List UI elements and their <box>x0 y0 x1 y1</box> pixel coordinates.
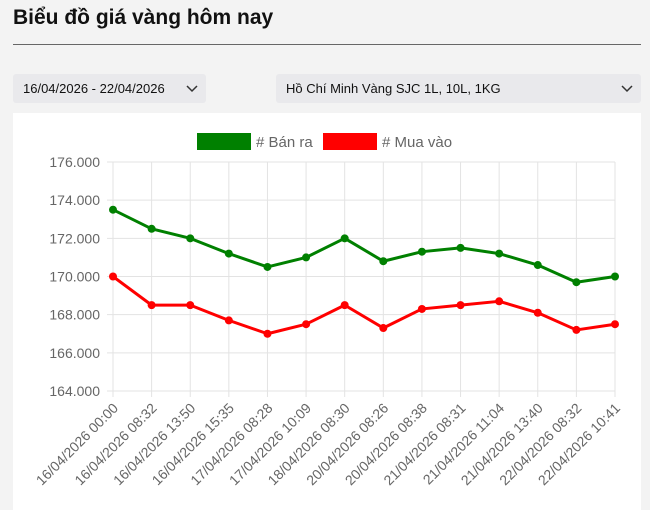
page-title: Biểu đồ giá vàng hôm nay <box>13 6 274 29</box>
y-tick-label: 176.000 <box>49 154 100 170</box>
data-point <box>572 325 581 334</box>
legend-swatch <box>323 133 377 150</box>
date-range-select[interactable]: 16/04/2026 - 22/04/2026 <box>13 74 206 103</box>
y-tick-label: 168.000 <box>49 307 100 323</box>
data-point <box>456 243 465 252</box>
data-point <box>186 301 195 310</box>
data-point <box>302 253 311 262</box>
y-tick-label: 174.000 <box>49 192 100 208</box>
data-point <box>495 297 504 306</box>
data-point <box>379 257 388 266</box>
data-point <box>147 224 156 233</box>
title-divider <box>13 44 641 45</box>
legend-label: # Bán ra <box>256 134 313 151</box>
chart-panel: 164.000 166.000 168.000 170.000 172.000 174.0… <box>13 113 641 510</box>
data-point <box>340 234 349 243</box>
data-point <box>147 301 156 310</box>
data-point <box>263 262 272 271</box>
price-line-chart: 164.000 166.000 168.000 170.000 172.000 174.0… <box>33 133 623 488</box>
data-point <box>533 308 542 317</box>
data-point <box>572 278 581 287</box>
data-point <box>186 234 195 243</box>
data-point <box>611 272 619 281</box>
data-point <box>263 329 272 338</box>
legend-label: # Mua vào <box>382 134 452 151</box>
y-tick-label: 164.000 <box>49 383 100 399</box>
data-point <box>417 247 426 256</box>
product-value: Hồ Chí Minh Vàng SJC 1L, 10L, 1KG <box>286 81 501 96</box>
data-point <box>417 304 426 313</box>
data-point <box>611 320 619 329</box>
data-point <box>495 249 504 258</box>
chevron-down-icon <box>178 74 206 103</box>
date-range-value: 16/04/2026 - 22/04/2026 <box>23 81 165 96</box>
series-line-0 <box>112 208 616 284</box>
data-point <box>224 316 233 325</box>
data-point <box>456 301 465 310</box>
chevron-down-icon <box>613 74 641 103</box>
data-point <box>302 320 311 329</box>
product-select[interactable]: Hồ Chí Minh Vàng SJC 1L, 10L, 1KG <box>276 74 641 103</box>
y-tick-label: 170.000 <box>49 269 100 285</box>
y-tick-label: 166.000 <box>49 345 100 361</box>
y-tick-label: 172.000 <box>49 230 100 246</box>
data-point <box>533 261 542 270</box>
data-point <box>379 324 388 333</box>
series-line-1 <box>112 275 616 336</box>
data-point <box>109 205 117 214</box>
data-point <box>109 272 117 281</box>
legend-swatch <box>197 133 251 150</box>
data-point <box>340 301 349 310</box>
data-point <box>224 249 233 258</box>
